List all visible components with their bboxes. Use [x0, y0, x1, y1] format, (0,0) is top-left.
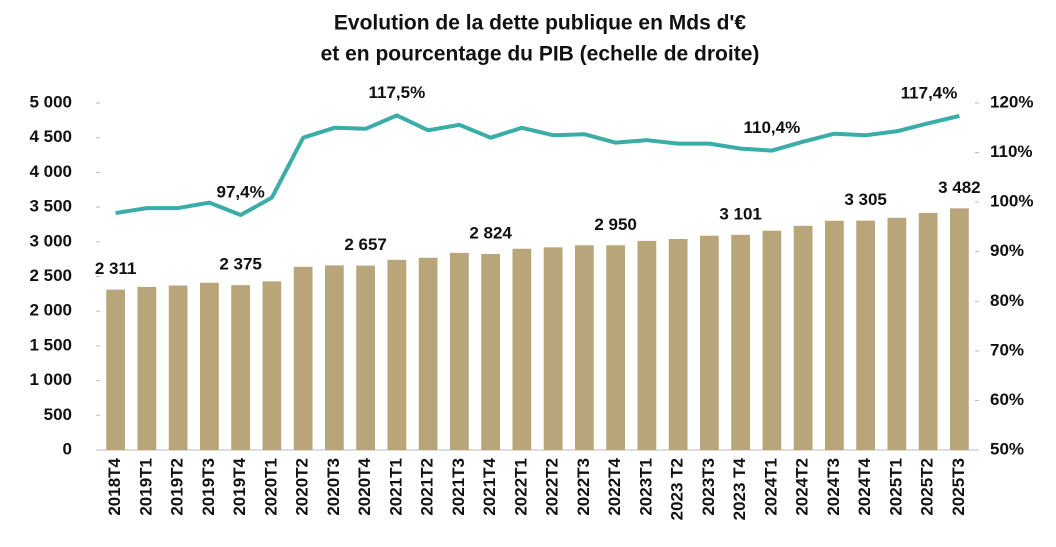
y-tick-label: 5 000: [29, 92, 72, 111]
bar: [356, 265, 375, 450]
x-tick-label: 2023T1: [636, 458, 655, 516]
y-tick-label: 500: [44, 405, 72, 424]
x-tick-label: 2021T2: [418, 458, 437, 516]
x-tick-label: 2021T4: [480, 457, 499, 515]
x-tick-label: 2025T1: [886, 458, 905, 516]
x-tick-label: 2020T2: [293, 458, 312, 516]
x-tick-label: 2020T4: [355, 457, 374, 515]
x-tick-label: 2019T3: [199, 458, 218, 516]
bar: [293, 266, 313, 450]
data-label: 2 657: [344, 235, 387, 254]
bar: [887, 217, 907, 450]
x-tick-label: 2024T1: [761, 458, 780, 516]
y2-tick-label: 70%: [990, 340, 1024, 359]
y-tick-label: 2 500: [29, 266, 72, 285]
bar: [387, 259, 407, 450]
bar: [512, 248, 532, 450]
x-tick-label: 2024T2: [793, 458, 812, 516]
x-tick-label: 2019T2: [168, 458, 187, 516]
data-label: 2 311: [95, 259, 137, 278]
x-tick-label: 2025T3: [949, 458, 968, 516]
bar: [168, 285, 188, 450]
y-tick-label: 3 500: [29, 197, 72, 216]
x-tick-label: 2019T1: [136, 458, 155, 516]
bar: [450, 252, 469, 450]
bar: [668, 239, 688, 450]
x-tick-label: 2023T3: [699, 458, 718, 516]
bar: [231, 285, 250, 450]
x-tick-label: 2022T3: [574, 458, 593, 516]
x-tick-label: 2022T4: [605, 457, 624, 515]
data-label: 3 305: [844, 190, 887, 209]
bar: [325, 265, 344, 450]
bar: [918, 212, 938, 450]
x-tick-label: 2023 T2: [668, 458, 687, 520]
y2-tick-label: 120%: [990, 92, 1033, 111]
bar: [762, 230, 782, 450]
x-tick-label: 2022T1: [511, 458, 530, 516]
bar: [575, 245, 594, 450]
chart-title: Evolution de la dette publique en Mds d'…: [334, 12, 747, 35]
bar: [418, 257, 438, 450]
data-label: 97,4%: [217, 183, 265, 202]
chart-title: et en pourcentage du PIB (echelle de dro…: [321, 43, 760, 66]
bar: [606, 245, 625, 450]
bar: [731, 234, 750, 450]
x-tick-label: 2019T4: [230, 457, 249, 515]
y-tick-label: 3 000: [29, 231, 72, 250]
x-tick-label: 2018T4: [105, 457, 124, 515]
data-label: 117,5%: [369, 83, 426, 102]
y-tick-label: 1 000: [29, 370, 72, 389]
x-tick-label: 2024T3: [824, 458, 843, 516]
x-tick-label: 2020T1: [261, 458, 280, 516]
y2-tick-label: 50%: [990, 439, 1024, 458]
bar: [825, 220, 844, 450]
data-label: 2 950: [594, 215, 637, 234]
data-label: 110,4%: [744, 118, 801, 137]
data-label: 2 824: [469, 223, 512, 242]
y2-tick-label: 110%: [990, 142, 1033, 161]
bar: [137, 286, 157, 450]
line: [115, 113, 960, 218]
bar: [637, 240, 657, 450]
y-tick-label: 4 500: [29, 127, 72, 146]
bar: [106, 289, 125, 450]
y-tick-label: 2 000: [29, 301, 72, 320]
bar: [950, 208, 969, 450]
y2-tick-label: 100%: [990, 192, 1033, 211]
y-tick-label: 0: [63, 439, 72, 458]
bar: [700, 235, 719, 450]
data-label: 117,4%: [901, 83, 958, 102]
bar: [793, 225, 813, 450]
bar: [856, 220, 875, 450]
y2-tick-label: 90%: [990, 241, 1024, 260]
x-tick-label: 2022T2: [543, 458, 562, 516]
bar: [262, 281, 282, 450]
y2-tick-label: 60%: [990, 390, 1024, 409]
x-tick-label: 2023 T4: [730, 457, 749, 520]
x-tick-label: 2020T3: [324, 458, 343, 516]
data-label: 3 482: [938, 178, 981, 197]
bar: [543, 247, 563, 450]
x-tick-label: 2024T4: [855, 457, 874, 515]
x-tick-label: 2021T3: [449, 458, 468, 516]
bar: [481, 254, 500, 450]
data-label: 3 101: [719, 204, 762, 223]
y2-tick-label: 80%: [990, 291, 1024, 310]
y-tick-label: 4 000: [29, 162, 72, 181]
x-tick-label: 2025T2: [918, 458, 937, 516]
x-tick-label: 2021T1: [386, 458, 405, 516]
bar: [200, 282, 219, 450]
y-tick-label: 1 500: [29, 335, 72, 354]
data-label: 2 375: [219, 255, 262, 274]
